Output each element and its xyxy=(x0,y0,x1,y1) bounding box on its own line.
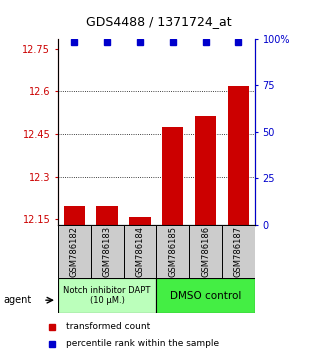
Bar xyxy=(91,225,123,278)
Text: GSM786185: GSM786185 xyxy=(168,226,177,277)
Bar xyxy=(222,225,255,278)
Text: GSM786187: GSM786187 xyxy=(234,226,243,277)
Text: transformed count: transformed count xyxy=(66,322,150,331)
Text: GDS4488 / 1371724_at: GDS4488 / 1371724_at xyxy=(86,15,232,28)
Bar xyxy=(97,206,118,225)
Text: GSM786186: GSM786186 xyxy=(201,226,210,277)
Text: GSM786184: GSM786184 xyxy=(135,226,145,277)
Text: GSM786183: GSM786183 xyxy=(103,226,112,277)
Bar xyxy=(156,225,189,278)
Text: GSM786182: GSM786182 xyxy=(70,226,79,277)
Bar xyxy=(162,127,183,225)
Text: percentile rank within the sample: percentile rank within the sample xyxy=(66,339,219,348)
Bar xyxy=(228,86,249,225)
Bar xyxy=(195,115,216,225)
Bar xyxy=(58,225,91,278)
Text: agent: agent xyxy=(3,295,31,305)
Text: Notch inhibitor DAPT
(10 μM.): Notch inhibitor DAPT (10 μM.) xyxy=(64,286,151,305)
Bar xyxy=(58,278,156,313)
Bar xyxy=(123,225,156,278)
Bar xyxy=(64,206,85,225)
Bar xyxy=(129,217,151,225)
Text: DMSO control: DMSO control xyxy=(170,291,241,301)
Bar xyxy=(189,225,222,278)
Bar xyxy=(156,278,255,313)
